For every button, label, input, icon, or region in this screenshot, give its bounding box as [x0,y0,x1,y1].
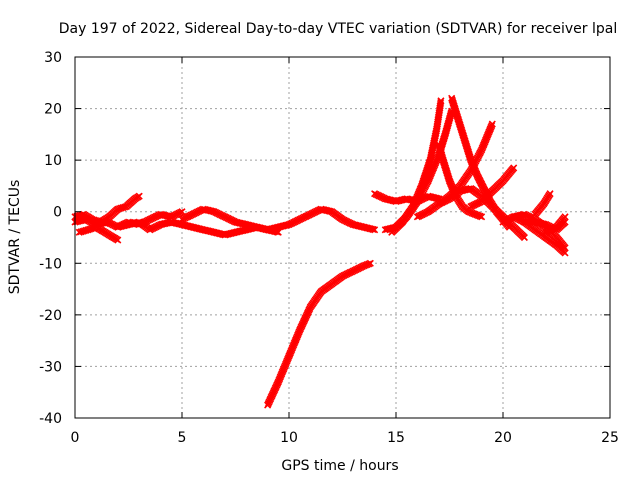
data-point [114,236,122,244]
y-tick-label: 20 [44,102,62,118]
x-axis-label: GPS time / hours [281,458,398,474]
data-point [488,120,496,128]
series-track-5 [178,205,282,236]
series-track-14 [467,164,518,211]
y-tick-label: -20 [39,308,62,324]
series-track-12 [371,190,443,205]
axis-ticks: 0 5 10 15 20 25 -40 -30 -20 -10 0 10 20 30 [39,50,619,446]
x-tick-label: 20 [494,430,512,446]
data-point [371,226,379,234]
x-tick-label: 15 [387,430,405,446]
data-points [71,94,569,409]
y-tick-label: -10 [39,256,62,272]
data-point [478,213,486,221]
x-tick-label: 5 [178,430,187,446]
y-tick-label: -40 [39,411,62,427]
data-point [178,208,186,216]
series-track-13 [435,184,528,242]
series-track-19 [542,213,569,236]
data-point [274,228,282,236]
data-point [546,190,554,198]
data-point [561,249,569,257]
series-track-11 [413,120,496,221]
y-tick-label: -30 [39,359,62,375]
x-tick-label: 0 [71,430,80,446]
y-tick-label: 10 [44,153,62,169]
chart-title: Day 197 of 2022, Sidereal Day-to-day VTE… [59,21,617,37]
plot-frame [74,56,611,419]
series-track-4 [114,208,186,231]
y-tick-label: 0 [53,205,62,221]
series-track-2 [71,192,143,226]
data-point [561,213,569,221]
data-point [437,97,445,105]
series-track-17 [531,190,554,218]
data-point [135,192,143,200]
data-point [273,228,281,236]
data-point [520,233,528,242]
data-point [369,225,377,233]
data-point [366,259,374,267]
y-axis-label: SDTVAR / TECUs [7,180,23,295]
x-tick-label: 10 [280,430,298,446]
y-tick-label: 30 [44,50,62,66]
series-track-3 [75,223,122,244]
grid-lines [75,57,610,418]
x-tick-label: 25 [601,430,619,446]
series-track-6 [264,259,374,409]
series-track-16 [510,213,569,257]
data-point [437,99,445,107]
data-point [510,164,518,172]
